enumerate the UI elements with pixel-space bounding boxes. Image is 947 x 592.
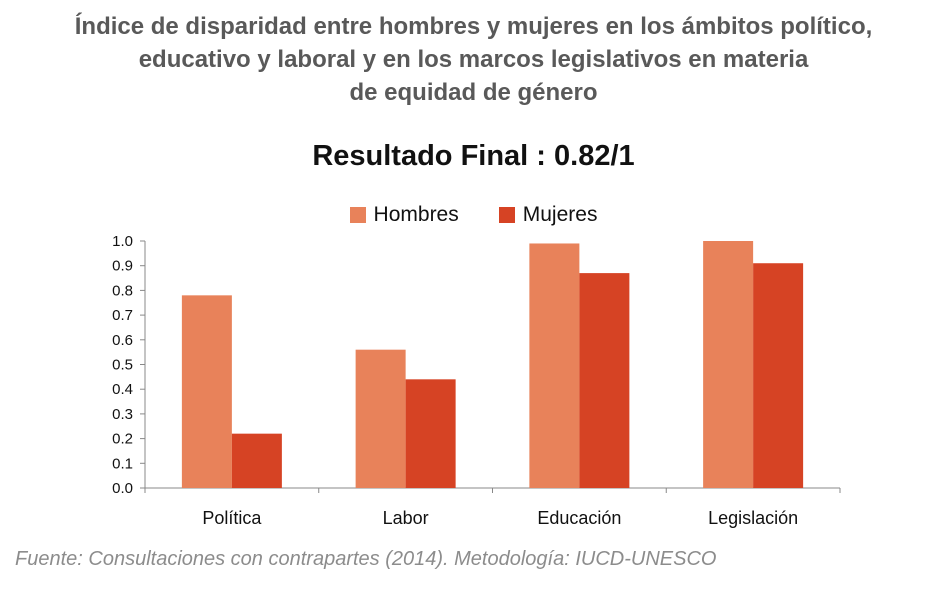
chart-title: Índice de disparidad entre hombres y muj…: [0, 10, 947, 109]
y-tick-label: 0.2: [112, 431, 133, 448]
y-tick-label: 0.9: [112, 258, 133, 275]
y-tick-label: 0.7: [112, 307, 133, 324]
y-tick-label: 0.8: [112, 282, 133, 299]
bar-mujeres-2: [579, 273, 630, 488]
title-line-2: educativo y laboral y en los marcos legi…: [138, 46, 809, 73]
y-tick-label: 0.3: [112, 406, 133, 423]
legend-label-hombres: Hombres: [373, 203, 459, 226]
legend-swatch-hombres: [349, 207, 366, 223]
bar-hombres-1: [355, 349, 406, 488]
bar-hombres-3: [703, 241, 754, 488]
chart-legend: Hombres Mujeres: [0, 203, 947, 227]
y-tick-label: 0.6: [112, 332, 133, 349]
y-tick-label: 0.1: [112, 455, 133, 472]
source-note: Fuente: Consultaciones con contrapartes …: [15, 548, 717, 570]
x-category-label: Educación: [537, 508, 621, 528]
x-category-label: Legislación: [708, 508, 798, 528]
bar-hombres-2: [529, 243, 580, 488]
bar-mujeres-0: [231, 433, 282, 488]
bar-hombres-0: [181, 295, 232, 488]
y-tick-label: 0.5: [112, 357, 133, 374]
bar-mujeres-3: [753, 263, 804, 488]
legend-swatch-mujeres: [498, 207, 515, 223]
x-category-label: Labor: [383, 508, 429, 528]
legend-item-mujeres: Mujeres: [498, 203, 598, 227]
y-tick-label: 1.0: [112, 233, 133, 250]
title-line-3: de equidad de género: [349, 79, 598, 106]
chart-subtitle: Resultado Final : 0.82/1: [312, 140, 635, 172]
legend-item-hombres: Hombres: [349, 203, 459, 227]
y-tick-label: 0.4: [112, 381, 133, 398]
bar-mujeres-1: [405, 379, 456, 488]
legend-label-mujeres: Mujeres: [522, 203, 598, 226]
title-line-1: Índice de disparidad entre hombres y muj…: [74, 13, 873, 40]
y-tick-label: 0.0: [112, 480, 133, 497]
x-category-label: Política: [202, 508, 262, 528]
